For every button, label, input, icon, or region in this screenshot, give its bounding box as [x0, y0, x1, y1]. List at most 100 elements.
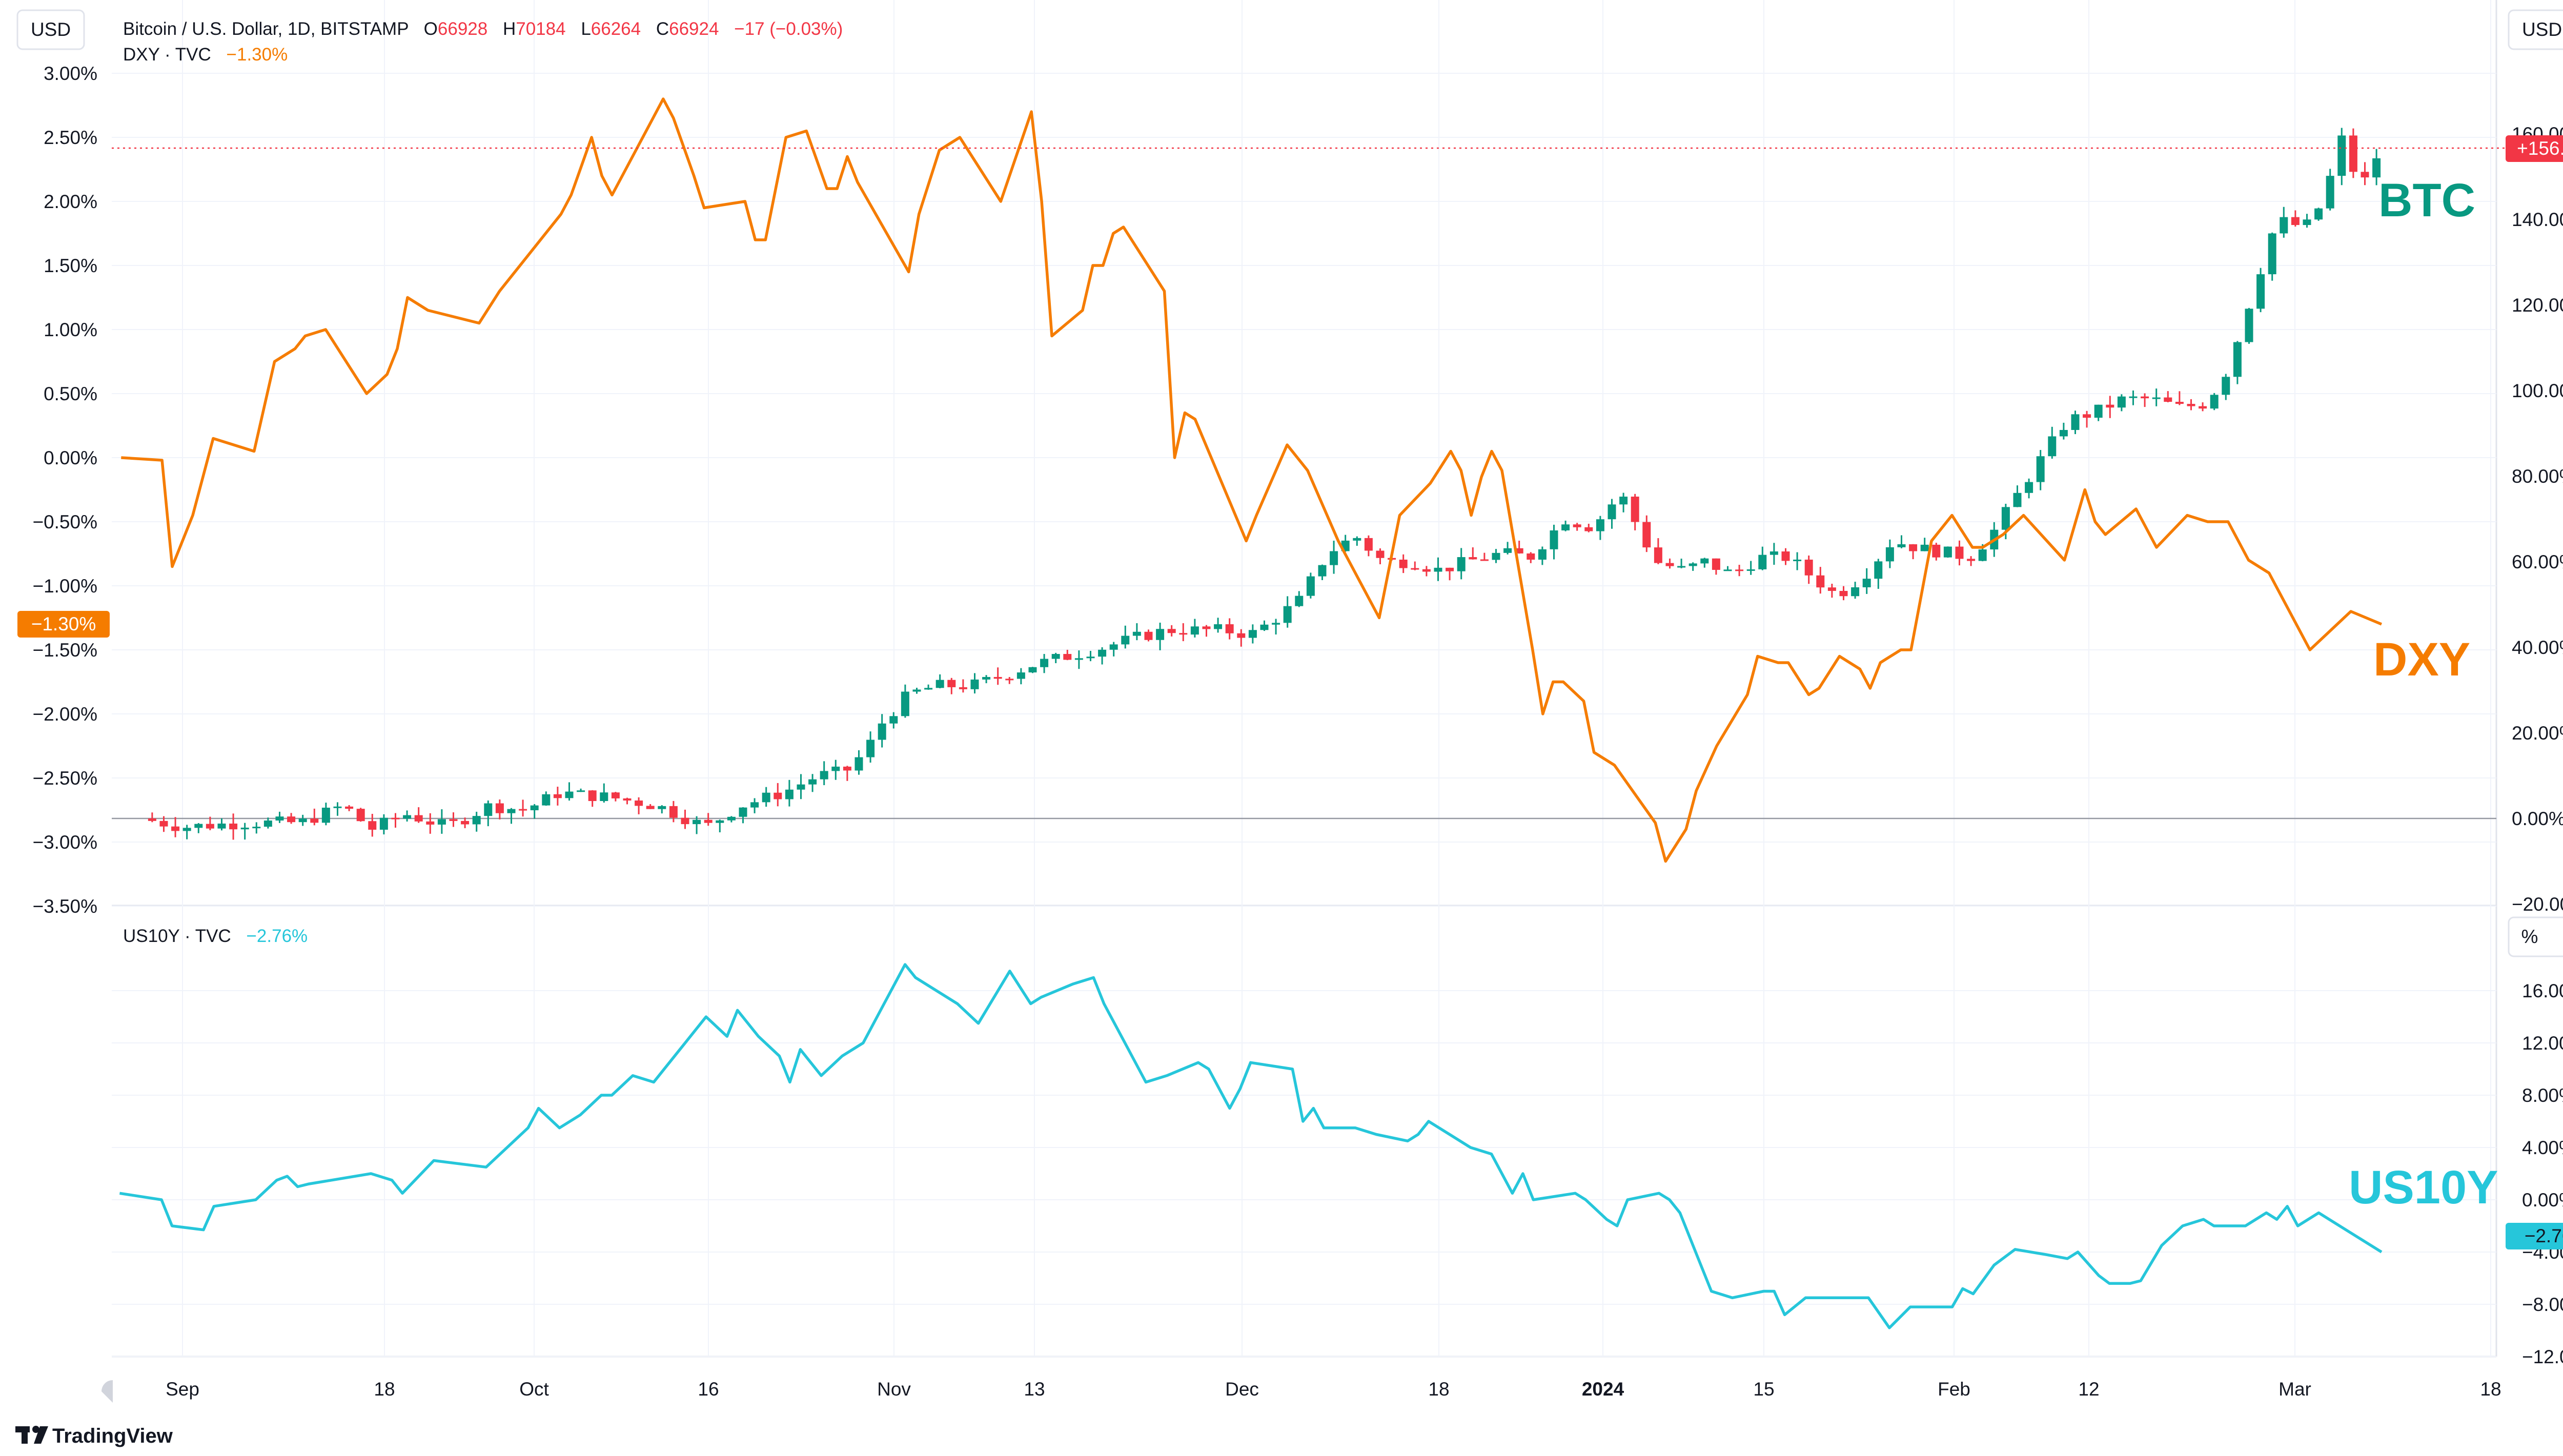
open-label: O: [424, 19, 438, 39]
btc-candle: [1260, 624, 1269, 630]
btc-candle: [993, 676, 1002, 679]
btc-candle: [739, 807, 747, 817]
btc-candle: [1492, 552, 1500, 560]
dxy-legend-name: DXY · TVC: [123, 45, 211, 65]
btc-candle: [1005, 679, 1014, 681]
right-tick-label: 140.00%: [2512, 209, 2563, 230]
btc-candle: [1897, 544, 1906, 547]
left-tick-label: −3.00%: [32, 832, 97, 853]
btc-candle: [1295, 596, 1304, 606]
right-tick-label: 120.00%: [2512, 295, 2563, 316]
btc-candle: [693, 819, 701, 825]
right-tick-label: 40.00%: [2512, 637, 2563, 658]
btc-candle: [1214, 624, 1223, 629]
time-tick-label: 13: [1024, 1379, 1045, 1400]
btc-candle: [2199, 406, 2207, 409]
left-tick-label: −2.00%: [32, 704, 97, 725]
btc-candle: [1851, 587, 1860, 597]
btc-candle: [1689, 563, 1697, 566]
btc-candle: [1839, 591, 1848, 597]
btc-candle: [1469, 557, 1477, 560]
btc-candle: [1781, 551, 1790, 561]
right-unit-box[interactable]: USD: [2508, 9, 2563, 50]
btc-candle: [1121, 635, 1130, 645]
left-tick-label: −2.50%: [32, 768, 97, 789]
btc-candle: [1225, 624, 1234, 633]
lower-price-axis[interactable]: 16.00%12.00%8.00%4.00%0.00%−4.00%−8.00%−…: [2522, 980, 2563, 1367]
btc-candle: [379, 817, 388, 830]
grid-lines: [112, 0, 2496, 1357]
time-tick-label: Sep: [166, 1379, 199, 1400]
dxy-legend-change: −1.30%: [227, 45, 288, 65]
svg-text:−2.76%: −2.76%: [2525, 1225, 2563, 1246]
btc-candle: [2245, 309, 2253, 342]
btc-candle: [1920, 544, 1929, 551]
btc-candle: [2372, 158, 2381, 178]
btc-candle: [414, 815, 423, 822]
time-tick-label: 2024: [1582, 1379, 1624, 1400]
us10y-legend[interactable]: US10Y · TVC −2.76%: [123, 926, 308, 946]
left-tick-label: 1.00%: [44, 319, 97, 340]
btc-candle: [1665, 563, 1674, 566]
btc-candle: [1330, 551, 1338, 565]
btc-candle: [1318, 565, 1327, 577]
btc-candle: [704, 819, 713, 823]
btc-candle: [1700, 558, 1709, 564]
btc-candle: [1248, 630, 1257, 638]
lower-unit-box[interactable]: %: [2508, 916, 2563, 957]
btc-candle: [287, 816, 296, 823]
btc-legend[interactable]: Bitcoin / U.S. Dollar, 1D, BITSTAMP O669…: [123, 19, 843, 39]
btc-candle: [831, 766, 840, 771]
time-axis[interactable]: Sep 18 Oct 16 Nov 13 Dec 18 2024 15 Feb 12 Mar 18: [166, 1379, 2501, 1400]
btc-candle: [391, 817, 400, 819]
scroll-left-handle[interactable]: [101, 1380, 113, 1403]
svg-text:%: %: [2521, 926, 2538, 947]
btc-candle: [889, 716, 898, 724]
btc-candle: [1735, 569, 1744, 571]
btc-candle: [2036, 456, 2045, 482]
btc-candle: [530, 805, 539, 810]
time-tick-label: 18: [2480, 1379, 2501, 1400]
right-tick-label: 80.00%: [2512, 466, 2563, 487]
left-unit-box[interactable]: USD: [16, 9, 85, 50]
btc-candle: [507, 809, 516, 813]
btc-candle: [1619, 497, 1628, 505]
left-tick-label: 2.50%: [44, 127, 97, 148]
tradingview-logo[interactable]: TradingView: [15, 1425, 173, 1447]
btc-candle: [1028, 667, 1037, 673]
btc-candle: [2268, 233, 2276, 275]
btc-candle: [449, 819, 458, 821]
btc-candle: [820, 771, 828, 780]
btc-candle: [611, 792, 620, 798]
btc-candle: [669, 806, 678, 818]
btc-candle: [716, 820, 724, 823]
btc-candle: [2280, 217, 2288, 234]
btc-candle: [1943, 546, 1952, 558]
btc-candle: [935, 680, 944, 688]
btc-candle: [1283, 606, 1292, 623]
high-label: H: [503, 19, 516, 39]
btc-candle: [588, 790, 597, 802]
time-tick-label: 12: [2078, 1379, 2099, 1400]
btc-candle: [959, 687, 967, 689]
dxy-legend[interactable]: DXY · TVC −1.30%: [123, 45, 288, 65]
btc-candle: [2291, 217, 2300, 225]
time-tick-label: Mar: [2279, 1379, 2311, 1400]
dxy-label: DXY: [2373, 633, 2470, 686]
left-price-axis[interactable]: 3.00% 2.50% 2.00% 1.50% 1.00% 0.50% 0.00% −0.50…: [32, 63, 97, 917]
btc-candle: [333, 806, 342, 808]
btc-candle: [785, 789, 794, 799]
btc-candle: [1074, 658, 1083, 660]
btc-candle: [194, 824, 203, 828]
btc-price-badge: +156.91%: [2506, 135, 2563, 162]
btc-candle: [1550, 530, 1558, 549]
btc-candle: [1480, 559, 1489, 561]
left-tick-label: 3.00%: [44, 63, 97, 84]
btc-candle: [1446, 567, 1454, 571]
btc-candle: [2094, 404, 2103, 418]
btc-candle: [553, 794, 562, 798]
right-price-axis[interactable]: 160.00%140.00%120.00%100.00%80.00%60.00%…: [2512, 124, 2563, 915]
btc-candle: [2233, 342, 2242, 377]
btc-candle: [1156, 629, 1165, 640]
